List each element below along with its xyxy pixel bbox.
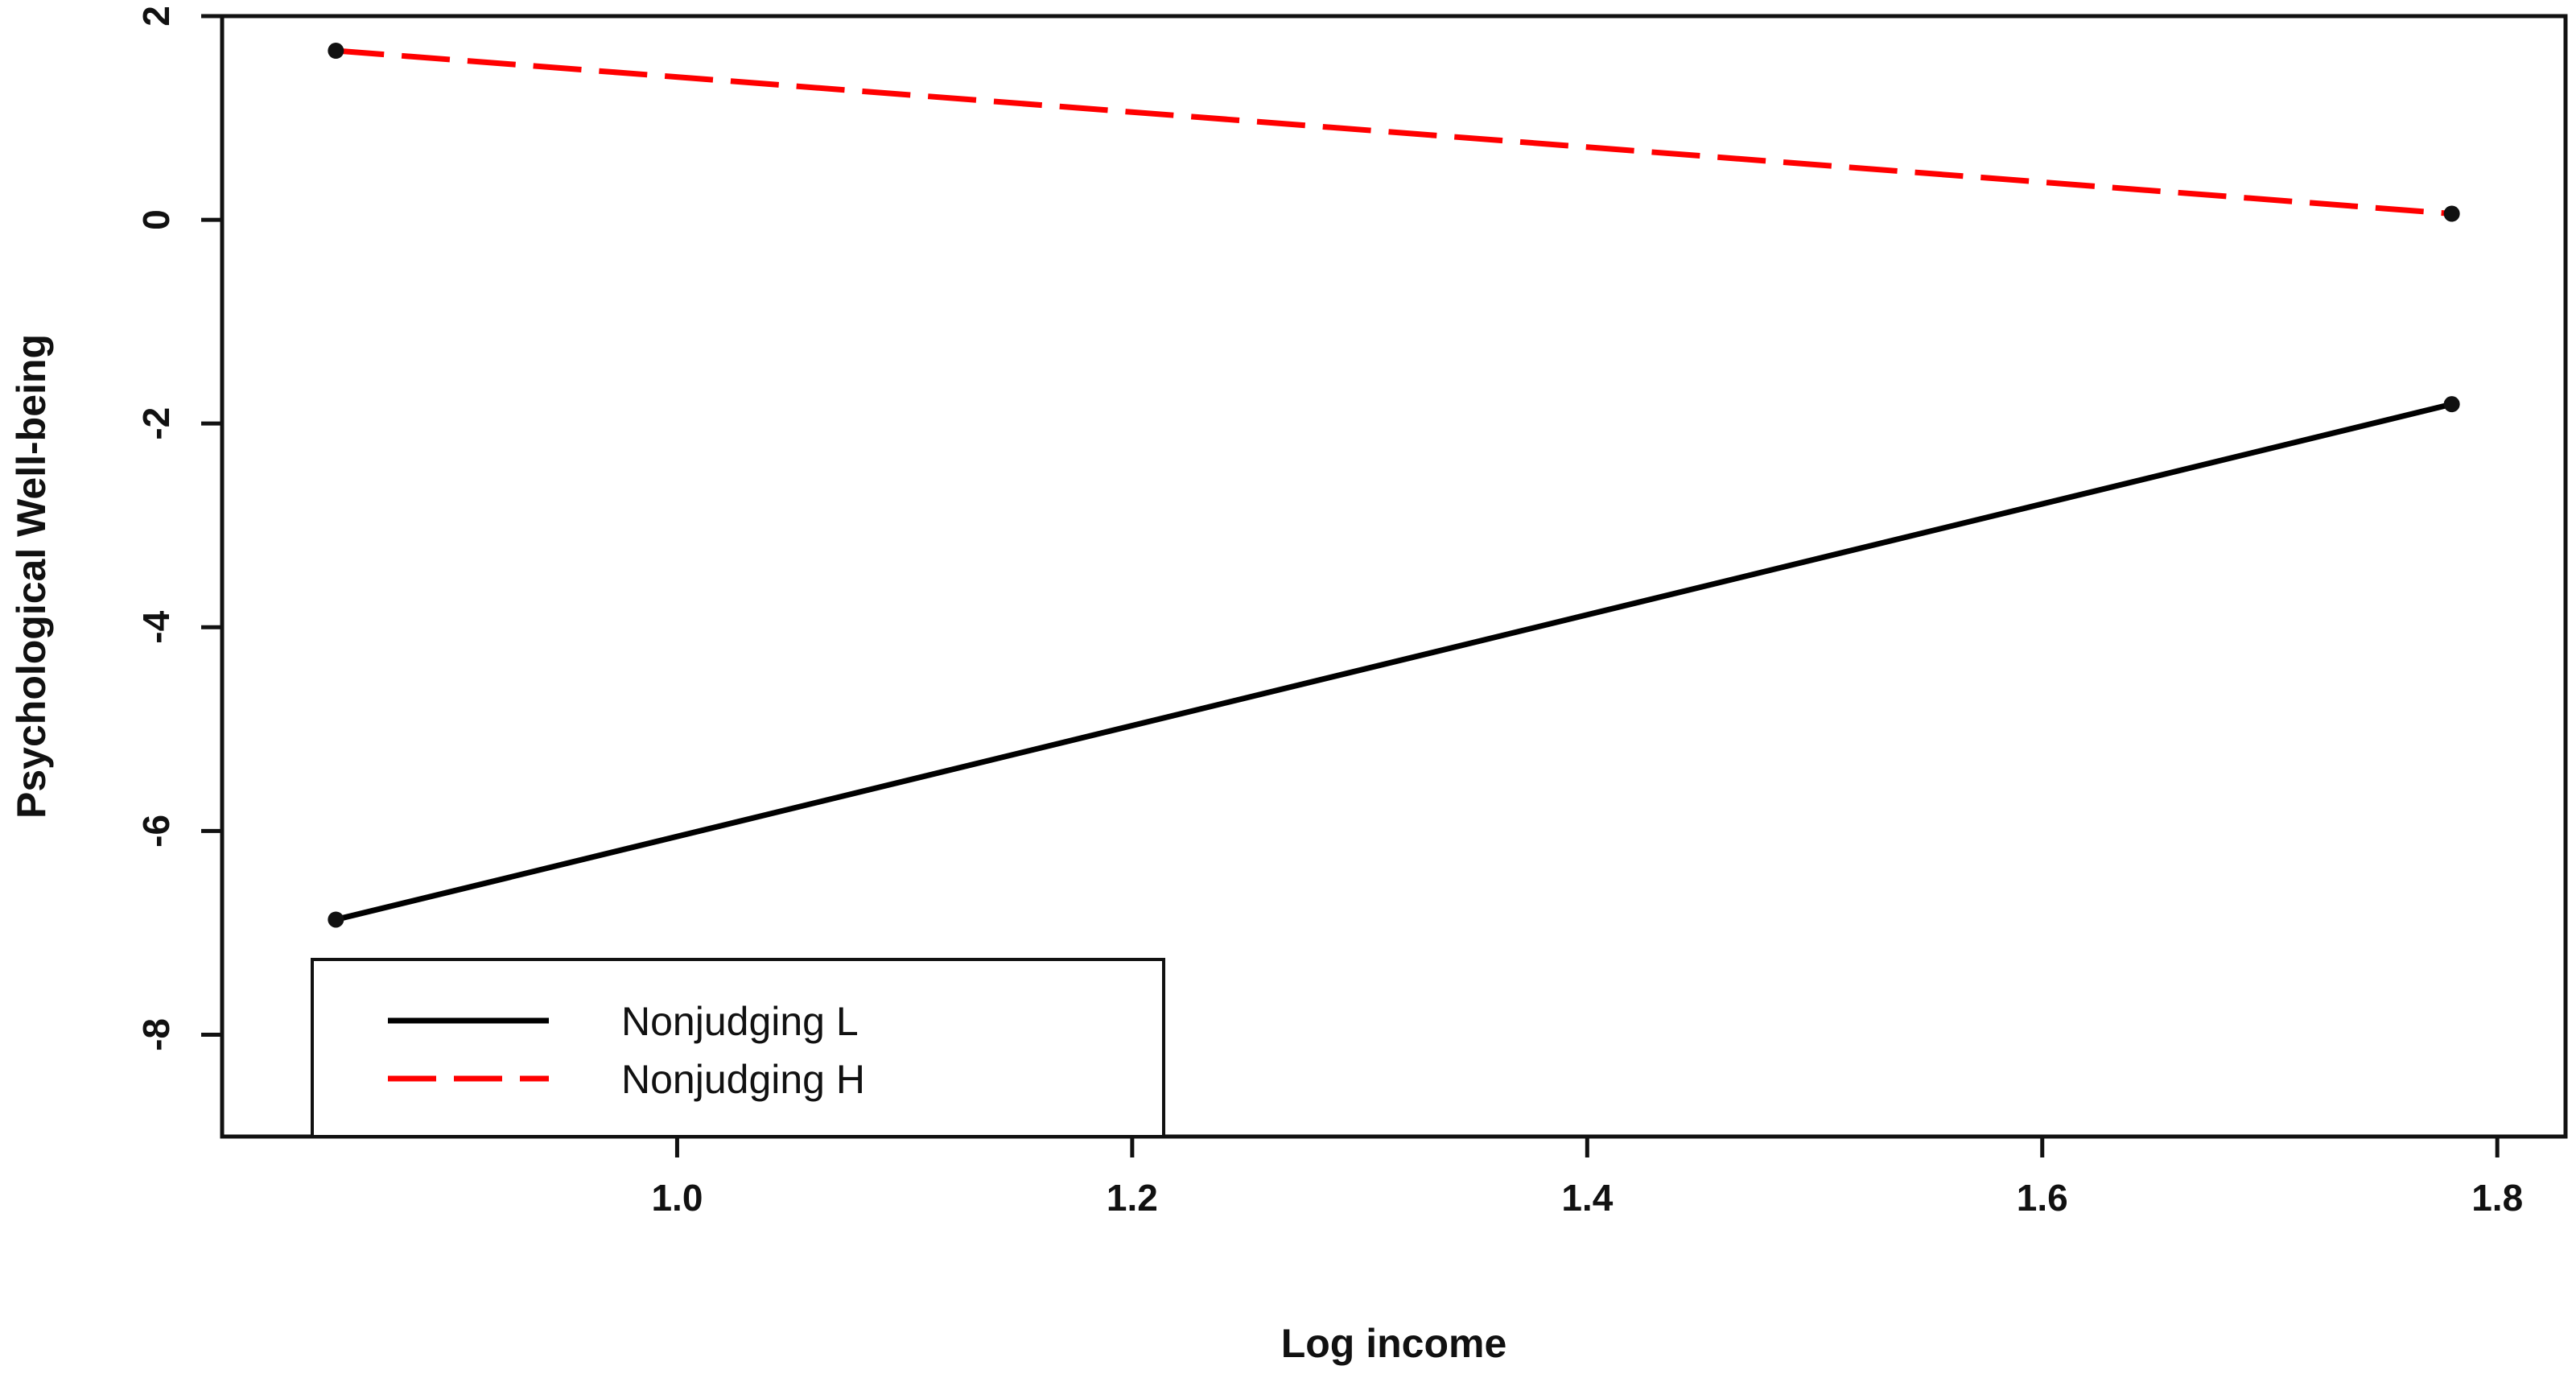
plot-area-frame	[220, 14, 2568, 1139]
data-point-nonjudging-h	[328, 43, 344, 60]
y-axis-title: Psychological Well-being	[9, 334, 54, 819]
data-point-nonjudging-l	[328, 911, 344, 928]
x-axis-title: Log income	[1281, 1321, 1507, 1366]
y-axis: 2 0 -2 -4 -6 -8	[135, 6, 222, 1051]
data-point-nonjudging-h	[2443, 205, 2460, 222]
x-axis: 1.0 1.2 1.4 1.6 1.8	[651, 1137, 2523, 1219]
x-tick-label: 1.4	[1561, 1177, 1613, 1219]
series-line-nonjudging-l	[335, 401, 2453, 922]
y-tick-label: -8	[135, 1018, 177, 1051]
y-tick-label: -2	[135, 407, 177, 440]
legend-box	[311, 958, 1165, 1138]
data-point-nonjudging-l	[2443, 396, 2460, 413]
y-tick-label: 2	[135, 6, 177, 27]
y-tick-label: 0	[135, 209, 177, 230]
y-tick-label: -6	[135, 815, 177, 848]
legend-label-nonjudging-h: Nonjudging H	[621, 1057, 865, 1102]
y-tick-label: -4	[135, 610, 177, 643]
x-tick-label: 1.2	[1107, 1177, 1158, 1219]
x-tick-label: 1.0	[651, 1177, 703, 1219]
legend: Nonjudging L Nonjudging H	[311, 958, 1165, 1138]
x-tick-label: 1.6	[2017, 1177, 2068, 1219]
series-layer	[328, 43, 2460, 928]
legend-label-nonjudging-l: Nonjudging L	[621, 999, 859, 1044]
x-tick-label: 1.8	[2471, 1177, 2523, 1219]
series-line-nonjudging-h	[336, 47, 2452, 217]
